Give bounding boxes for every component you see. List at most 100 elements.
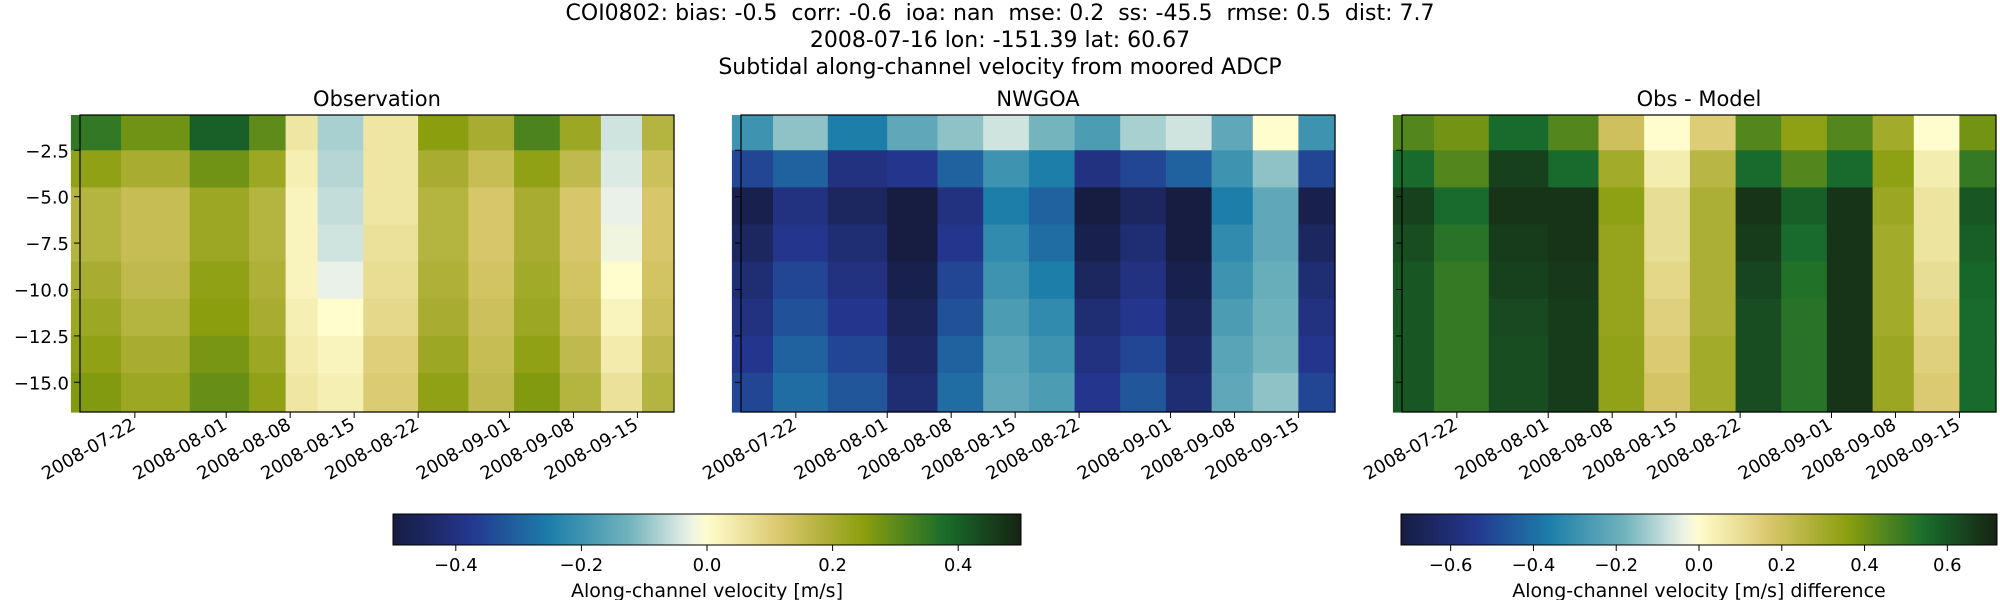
- heatmap-cell: [70, 150, 122, 188]
- heatmap-cell: [1826, 373, 1874, 413]
- panel-title: NWGOA: [996, 87, 1080, 111]
- heatmap-cell: [1165, 261, 1213, 300]
- heatmap-cell: [1298, 224, 1336, 263]
- heatmap-cell: [363, 187, 419, 226]
- heatmap-cell: [1298, 335, 1336, 374]
- heatmap-cell: [317, 298, 364, 337]
- heatmap-cell: [1781, 335, 1828, 374]
- heatmap-cell: [363, 150, 419, 188]
- heatmap-cell: [1120, 373, 1167, 413]
- heatmap-cell: [1252, 150, 1300, 188]
- heatmap-cell: [983, 335, 1030, 374]
- colorbar-label: Along-channel velocity [m/s]: [571, 580, 843, 600]
- heatmap-cell: [1548, 373, 1600, 413]
- heatmap-cell: [1913, 224, 1961, 263]
- heatmap-cell: [1165, 115, 1213, 151]
- heatmap-cell: [887, 150, 939, 188]
- heatmap-cell: [600, 115, 643, 151]
- heatmap-cell: [1735, 224, 1782, 263]
- heatmap-cell: [1959, 298, 1997, 337]
- heatmap-cell: [1434, 224, 1490, 263]
- heatmap-cell: [1913, 335, 1961, 374]
- heatmap-cell: [1028, 261, 1076, 300]
- heatmap-cell: [1120, 298, 1167, 337]
- heatmap-cell: [1735, 373, 1782, 413]
- colorbar-tick-label: −0.6: [1429, 555, 1473, 576]
- heatmap-cell: [468, 187, 515, 226]
- heatmap-cell: [731, 115, 774, 151]
- heatmap-cell: [285, 224, 319, 263]
- heatmap-cell: [70, 335, 122, 374]
- heatmap-cell: [1074, 335, 1121, 374]
- heatmap-cell: [121, 187, 191, 226]
- heatmap-cell: [1959, 224, 1997, 263]
- heatmap-cell: [514, 373, 561, 413]
- heatmap-cell: [1598, 298, 1645, 337]
- heatmap-cell: [559, 373, 602, 413]
- heatmap-cell: [642, 224, 675, 263]
- heatmap-cell: [1165, 373, 1213, 413]
- heatmap-cell: [773, 150, 829, 188]
- heatmap-cell: [1298, 298, 1336, 337]
- heatmap-cell: [1644, 335, 1691, 374]
- heatmap-cell: [773, 261, 829, 300]
- heatmap-cell: [937, 373, 984, 413]
- heatmap-cell: [642, 373, 675, 413]
- heatmap-cell: [1488, 187, 1549, 226]
- heatmap-cell: [1826, 224, 1874, 263]
- heatmap-cell: [887, 115, 939, 151]
- heatmap-cell: [1913, 150, 1961, 188]
- y-tick-label: −7.5: [25, 234, 69, 255]
- y-tick-label: −10.0: [14, 280, 69, 301]
- heatmap-cell: [1689, 187, 1737, 226]
- heatmap-cell: [1872, 335, 1915, 374]
- heatmap-cell: [189, 261, 250, 300]
- heatmap-cell: [317, 150, 364, 188]
- heatmap-cell: [1735, 150, 1782, 188]
- heatmap-cell: [285, 298, 319, 337]
- panel-2: NWGOA2008-07-222008-08-012008-08-082008-…: [699, 87, 1336, 485]
- heatmap-cell: [559, 115, 602, 151]
- heatmap-cell: [937, 298, 984, 337]
- heatmap-cell: [317, 373, 364, 413]
- y-tick-label: −2.5: [25, 141, 69, 162]
- heatmap-cell: [1074, 373, 1121, 413]
- heatmap-cell: [1074, 150, 1121, 188]
- heatmap-cell: [731, 373, 774, 413]
- heatmap-cells: [70, 115, 675, 413]
- heatmap-cell: [70, 261, 122, 300]
- heatmap-cell: [514, 224, 561, 263]
- heatmap-cell: [1165, 150, 1213, 188]
- heatmap-cell: [1252, 224, 1300, 263]
- heatmap-cell: [1211, 224, 1254, 263]
- heatmap-cell: [121, 261, 191, 300]
- heatmap-cell: [1252, 373, 1300, 413]
- heatmap-cell: [642, 187, 675, 226]
- heatmap-cells: [1392, 115, 1997, 413]
- heatmap-cell: [1644, 187, 1691, 226]
- heatmap-cell: [1392, 115, 1435, 151]
- heatmap-cell: [887, 261, 939, 300]
- y-tick-label: −12.5: [14, 327, 69, 348]
- heatmap-cell: [418, 261, 469, 300]
- heatmap-cell: [1872, 224, 1915, 263]
- heatmap-cell: [1392, 187, 1435, 226]
- heatmap-cell: [285, 335, 319, 374]
- heatmap-cell: [1165, 224, 1213, 263]
- heatmap-cell: [1548, 224, 1600, 263]
- heatmap-cell: [70, 187, 122, 226]
- heatmap-cell: [1298, 115, 1336, 151]
- heatmap-cell: [1598, 373, 1645, 413]
- heatmap-cell: [189, 373, 250, 413]
- heatmap-cell: [418, 373, 469, 413]
- heatmap-cell: [983, 115, 1030, 151]
- heatmap-cell: [1028, 373, 1076, 413]
- heatmap-cell: [827, 373, 888, 413]
- heatmap-cell: [468, 373, 515, 413]
- heatmap-cell: [1644, 261, 1691, 300]
- heatmap-cell: [1872, 150, 1915, 188]
- heatmap-cell: [600, 373, 643, 413]
- heatmap-cell: [1689, 373, 1737, 413]
- heatmap-cell: [887, 187, 939, 226]
- heatmap-cell: [285, 373, 319, 413]
